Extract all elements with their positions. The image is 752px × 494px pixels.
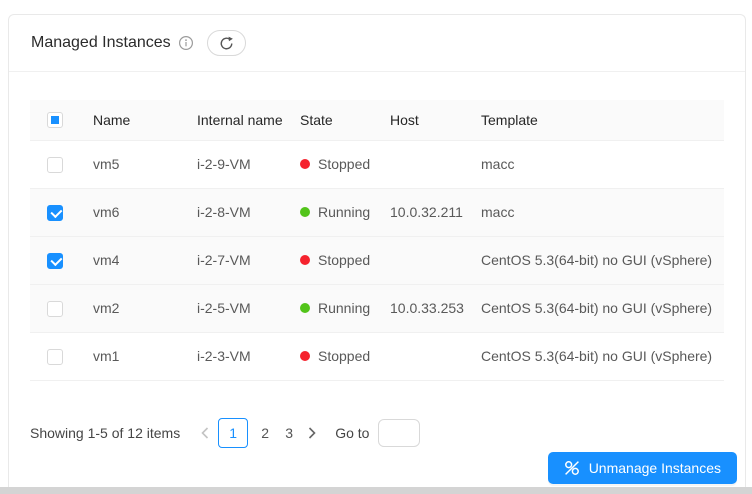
- column-header-name: Name: [80, 100, 184, 141]
- reload-icon: [219, 36, 234, 51]
- cell-name: vm5: [80, 140, 184, 189]
- cell-internal-name: i-2-8-VM: [184, 188, 287, 237]
- row-checkbox[interactable]: [47, 156, 63, 173]
- row-checkbox[interactable]: [47, 300, 63, 317]
- column-header-host: Host: [377, 100, 468, 141]
- page-button-3[interactable]: 3: [285, 424, 294, 441]
- cell-state: Running: [287, 284, 377, 333]
- cell-template: CentOS 5.3(64-bit) no GUI (vSphere): [468, 236, 724, 285]
- card-header: Managed Instances: [9, 15, 745, 72]
- table-row: vm6 i-2-8-VM Running 10.0.32.211 macc: [30, 188, 724, 237]
- table-header-row: Name Internal name State Host Template: [30, 100, 724, 141]
- chevron-left-icon[interactable]: [194, 418, 216, 448]
- status-dot-icon: [300, 207, 310, 217]
- cell-state: Stopped: [287, 236, 377, 285]
- page-button-1[interactable]: 1: [218, 417, 249, 448]
- chevron-right-icon[interactable]: [301, 418, 323, 448]
- row-checkbox[interactable]: [47, 204, 63, 221]
- cell-internal-name: i-2-3-VM: [184, 332, 287, 381]
- column-header-internal-name: Internal name: [184, 100, 287, 141]
- unmanage-button-label: Unmanage Instances: [588, 460, 721, 476]
- row-checkbox[interactable]: [47, 348, 63, 365]
- refresh-button[interactable]: [206, 30, 246, 56]
- unmanage-instances-button[interactable]: Unmanage Instances: [547, 452, 737, 484]
- goto-page-input[interactable]: [378, 418, 421, 447]
- status-dot-icon: [300, 351, 310, 361]
- cell-name: vm6: [80, 188, 184, 237]
- cell-internal-name: i-2-9-VM: [184, 140, 287, 189]
- cell-name: vm1: [80, 332, 184, 381]
- managed-instances-card: Managed Instances: [8, 14, 746, 487]
- disconnect-icon: [564, 460, 580, 476]
- cell-internal-name: i-2-5-VM: [184, 284, 287, 333]
- cell-name: vm2: [80, 284, 184, 333]
- status-dot-icon: [300, 255, 310, 265]
- pagination: Showing 1-5 of 12 items 1 2 3 Go to: [30, 417, 724, 448]
- cell-name: vm4: [80, 236, 184, 285]
- cell-template: macc: [468, 140, 724, 189]
- goto-label: Go to: [335, 424, 370, 441]
- cell-template: CentOS 5.3(64-bit) no GUI (vSphere): [468, 284, 724, 333]
- cell-state: Stopped: [287, 332, 377, 381]
- pagination-summary: Showing 1-5 of 12 items: [30, 424, 181, 441]
- table-row: vm1 i-2-3-VM Stopped CentOS 5.3(64-bit) …: [30, 332, 724, 381]
- cell-template: macc: [468, 188, 724, 237]
- cell-host: 10.0.32.211: [377, 188, 468, 237]
- table-row: vm2 i-2-5-VM Running 10.0.33.253 CentOS …: [30, 284, 724, 333]
- table-row: vm5 i-2-9-VM Stopped macc: [30, 140, 724, 189]
- page-button-2[interactable]: 2: [261, 424, 270, 441]
- table-row: vm4 i-2-7-VM Stopped CentOS 5.3(64-bit) …: [30, 236, 724, 285]
- cell-host: 10.0.33.253: [377, 284, 468, 333]
- cell-state: Stopped: [287, 140, 377, 189]
- card-body: Name Internal name State Host Template v…: [9, 72, 745, 448]
- info-circle-icon[interactable]: [178, 35, 194, 51]
- cell-host: [377, 332, 468, 381]
- cell-host: [377, 236, 468, 285]
- instances-table: Name Internal name State Host Template v…: [30, 100, 724, 381]
- page-title: Managed Instances: [31, 34, 171, 51]
- bottom-strip: [0, 487, 752, 494]
- cell-template: CentOS 5.3(64-bit) no GUI (vSphere): [468, 332, 724, 381]
- cell-internal-name: i-2-7-VM: [184, 236, 287, 285]
- row-checkbox[interactable]: [47, 252, 63, 269]
- cell-host: [377, 140, 468, 189]
- column-header-state: State: [287, 100, 377, 141]
- cell-state: Running: [287, 188, 377, 237]
- status-dot-icon: [300, 159, 310, 169]
- select-all-checkbox[interactable]: [47, 112, 63, 129]
- status-dot-icon: [300, 303, 310, 313]
- column-header-template: Template: [468, 100, 724, 141]
